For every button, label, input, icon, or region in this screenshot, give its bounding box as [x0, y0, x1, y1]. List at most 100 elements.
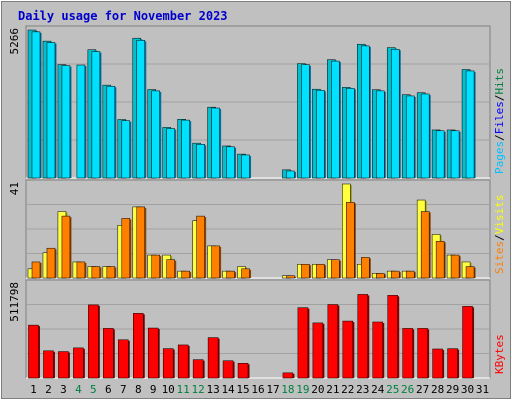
x-tick-label: 17	[266, 383, 279, 396]
bar-kbytes-kbytes-day-28	[432, 348, 443, 379]
bar-hits-files-day-18	[286, 170, 295, 179]
bar-kbytes-kbytes-day-13	[207, 337, 219, 379]
bar-hits-files-day-21	[331, 60, 340, 179]
legend-hits: Hits	[493, 68, 506, 95]
bar-visits-sites-day-21	[331, 259, 340, 279]
bar-hits-files-day-14	[226, 146, 235, 179]
bar-hits-files-day-27	[420, 93, 430, 179]
x-tick-label: 15	[236, 383, 249, 396]
bar-kbytes-kbytes-day-23	[357, 294, 369, 379]
x-tick-label: 27	[416, 383, 429, 396]
bar-hits-files-day-29	[450, 130, 460, 179]
bar-hits-files-day-11	[181, 119, 190, 179]
bar-kbytes-kbytes-day-6	[103, 328, 114, 379]
x-tick-label: 4	[75, 383, 82, 396]
bar-kbytes-kbytes-day-10	[162, 348, 174, 379]
bar-kbytes-kbytes-day-26	[402, 328, 413, 379]
bar-visits-sites-day-11	[181, 270, 190, 279]
bar-visits-sites-day-6	[106, 266, 116, 279]
x-tick-label: 28	[431, 383, 444, 396]
panel-kbytes-legend: KBytes	[493, 334, 506, 374]
bar-visits-sites-day-30	[465, 266, 475, 279]
bar-hits-files-day-22	[346, 88, 355, 179]
bar-hits-files-day-3	[61, 65, 71, 179]
bar-visits-sites-day-23	[361, 257, 370, 279]
bar-hits-files-day-28	[435, 130, 445, 179]
x-tick-label: 21	[326, 383, 339, 396]
bar-visits-sites-day-29	[450, 254, 460, 279]
legend-visits: Visits	[493, 195, 506, 235]
bar-visits-sites-day-1	[31, 261, 41, 279]
x-tick-label: 20	[311, 383, 324, 396]
x-tick-label: 16	[251, 383, 264, 396]
bar-hits-files-day-1	[31, 31, 41, 179]
bar-hits-files-day-30	[465, 70, 475, 179]
legend-separator: /	[493, 95, 506, 102]
bar-hits-files-day-10	[166, 128, 175, 179]
x-tick-label: 9	[150, 383, 157, 396]
bar-hits-files-day-12	[196, 144, 205, 179]
bar-kbytes-kbytes-day-3	[58, 351, 69, 379]
bar-hits-files-day-25	[390, 49, 400, 179]
bar-visits-sites-day-15	[241, 268, 250, 279]
bar-hits-files-day-6	[106, 85, 116, 179]
bar-kbytes-kbytes-day-11	[177, 344, 189, 379]
x-tick-label: 1	[30, 383, 37, 396]
x-tick-label: 31	[476, 383, 489, 396]
panel-visits-legend: Sites/Visits	[493, 195, 506, 275]
bar-kbytes-kbytes-day-14	[222, 360, 234, 379]
panel-visits-ymax-label: 41	[8, 182, 21, 195]
bar-kbytes-kbytes-day-18	[282, 372, 294, 379]
x-tick-label: 3	[60, 383, 67, 396]
bar-visits-sites-day-7	[121, 218, 131, 279]
bar-visits-sites-day-24	[376, 273, 385, 279]
x-tick-label: 5	[90, 383, 97, 396]
x-tick-label: 14	[221, 383, 235, 396]
bar-visits-sites-day-2	[46, 247, 56, 279]
legend-pages: Pages	[493, 141, 506, 174]
x-tick-label: 19	[296, 383, 309, 396]
x-tick-label: 13	[206, 383, 219, 396]
legend-sites: Sites	[493, 241, 506, 274]
bar-visits-sites-day-26	[405, 270, 415, 279]
bar-visits-sites-day-27	[420, 211, 430, 279]
x-tick-label: 26	[401, 383, 414, 396]
bar-hits-files-day-9	[151, 90, 160, 179]
bar-hits-files-day-8	[136, 40, 146, 179]
panel-hits-ymax-label: 5266	[8, 28, 21, 55]
bar-kbytes-kbytes-day-24	[372, 321, 383, 379]
chart-panels: 5266Pages/Files/Hits41Sites/Visits511798…	[8, 25, 506, 379]
bar-hits-files-day-20	[316, 90, 325, 179]
bar-visits-sites-day-10	[166, 259, 175, 279]
bar-visits-sites-day-9	[151, 254, 160, 279]
bar-hits-files-day-15	[241, 154, 250, 179]
panel-kbytes-ymax-label: 511798	[8, 282, 21, 322]
bar-visits-sites-day-20	[316, 263, 325, 279]
bar-visits-sites-day-22	[346, 202, 355, 279]
bar-kbytes-kbytes-day-7	[118, 339, 129, 379]
chart-title: Daily usage for November 2023	[18, 9, 228, 23]
bar-kbytes-kbytes-day-19	[297, 307, 309, 379]
bar-hits-files-day-7	[121, 120, 131, 179]
bar-kbytes-kbytes-day-5	[88, 304, 99, 379]
bar-hits-files-day-19	[301, 64, 310, 179]
bar-hits-files-day-4	[76, 64, 86, 179]
bar-kbytes-kbytes-day-27	[417, 328, 428, 379]
bar-kbytes-kbytes-day-21	[327, 304, 339, 379]
legend-separator: /	[493, 234, 506, 241]
bar-kbytes-kbytes-day-30	[462, 306, 473, 379]
bar-hits-files-day-2	[46, 42, 56, 179]
bar-hits-files-day-23	[361, 45, 370, 179]
x-tick-label: 11	[177, 383, 190, 396]
bar-kbytes-kbytes-day-29	[447, 348, 458, 379]
bar-hits-files-day-13	[211, 107, 220, 179]
legend-separator: /	[493, 134, 506, 141]
x-tick-label: 2	[45, 383, 52, 396]
bar-kbytes-kbytes-day-4	[73, 347, 84, 379]
bar-visits-sites-day-25	[390, 270, 400, 279]
x-tick-label: 23	[356, 383, 369, 396]
legend-kbytes: KBytes	[493, 334, 506, 374]
bar-hits-files-day-26	[405, 95, 415, 179]
